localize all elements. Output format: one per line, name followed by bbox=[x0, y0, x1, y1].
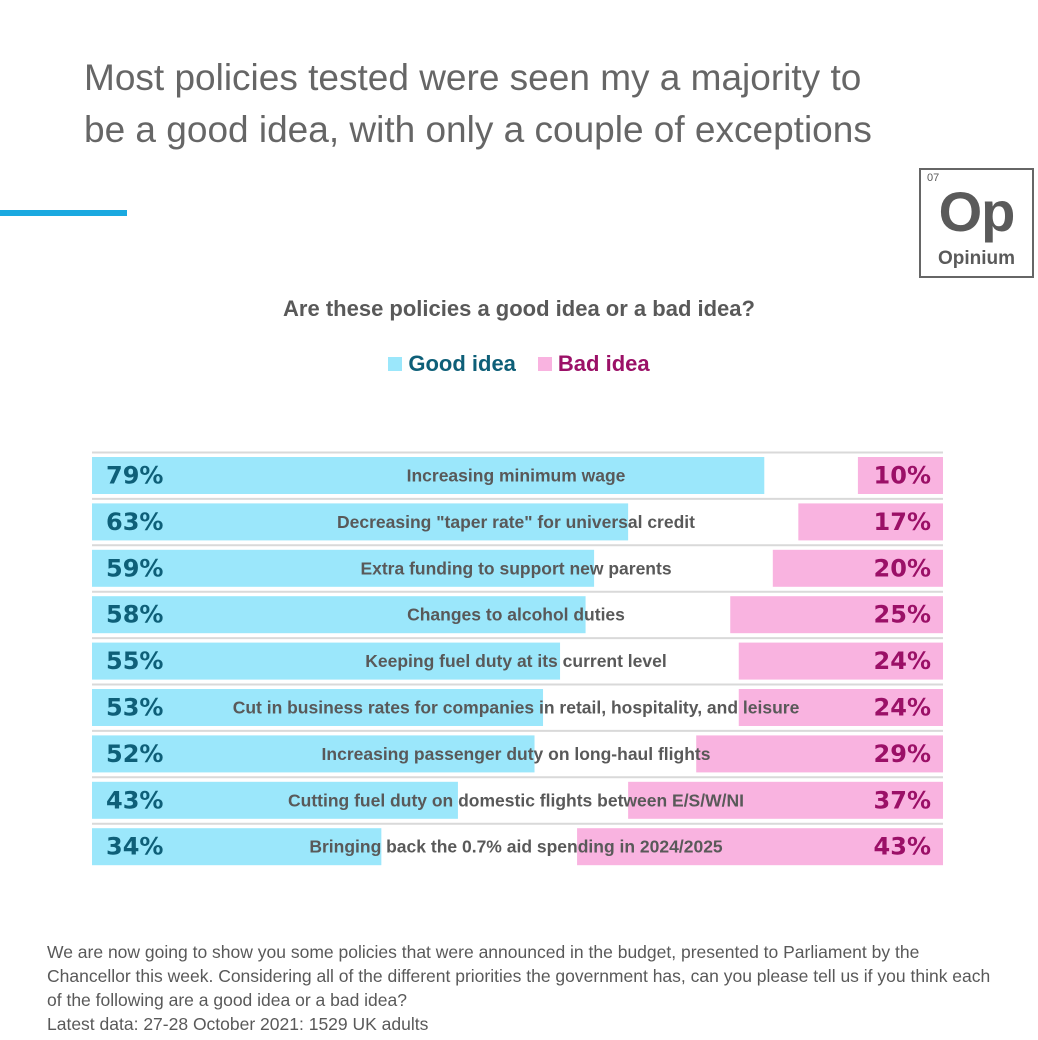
data-label-bad: 10% bbox=[874, 462, 931, 490]
category-label: Decreasing "taper rate" for universal cr… bbox=[337, 512, 695, 532]
data-label-bad: 25% bbox=[874, 601, 931, 629]
category-label: Cut in business rates for companies in r… bbox=[233, 698, 800, 718]
bar-bad bbox=[857, 457, 943, 494]
legend-swatch-good bbox=[388, 357, 403, 371]
data-label-bad: 24% bbox=[874, 647, 931, 675]
category-label: Bringing back the 0.7% aid spending in 2… bbox=[309, 837, 723, 857]
logo-number: 07 bbox=[927, 172, 940, 184]
data-label-bad: 37% bbox=[874, 786, 931, 814]
footnote-question: We are now going to show you some polici… bbox=[47, 942, 991, 1010]
data-label-bad: 24% bbox=[874, 694, 931, 722]
opinium-logo: 07 Op Opinium bbox=[919, 168, 1034, 278]
data-label-bad: 17% bbox=[874, 508, 931, 536]
bar-good bbox=[92, 735, 535, 773]
category-label: Increasing passenger duty on long-haul f… bbox=[322, 744, 711, 764]
category-label: Extra funding to support new parents bbox=[360, 558, 671, 578]
legend-item-good: Good idea bbox=[388, 351, 516, 377]
bar-bad bbox=[738, 642, 943, 680]
data-label-bad: 43% bbox=[874, 833, 931, 861]
data-label-good: 52% bbox=[106, 740, 163, 768]
bar-good bbox=[92, 781, 458, 819]
bar-good bbox=[92, 828, 382, 866]
chart-title: Are these policies a good idea or a bad … bbox=[283, 296, 755, 321]
footnote: We are now going to show you some polici… bbox=[47, 940, 1007, 1036]
headline: Most policies tested were seen my a majo… bbox=[84, 57, 872, 150]
bar-bad bbox=[738, 689, 943, 726]
bar-good bbox=[92, 596, 586, 634]
legend-label-good: Good idea bbox=[408, 351, 516, 376]
data-label-good: 53% bbox=[106, 694, 163, 722]
data-label-good: 55% bbox=[106, 647, 163, 675]
category-label: Keeping fuel duty at its current level bbox=[365, 651, 666, 671]
legend-swatch-bad bbox=[537, 357, 552, 371]
data-label-good: 79% bbox=[106, 462, 163, 490]
data-label-good: 63% bbox=[106, 508, 163, 536]
footnote-source: Latest data: 27-28 October 2021: 1529 UK… bbox=[47, 1014, 429, 1034]
category-label: Cutting fuel duty on domestic flights be… bbox=[288, 790, 744, 810]
chart-legend: Good idea Bad idea bbox=[0, 351, 1038, 377]
data-label-good: 34% bbox=[106, 833, 163, 861]
data-label-good: 58% bbox=[106, 601, 163, 629]
logo-symbol: Op bbox=[938, 180, 1016, 243]
legend-label-bad: Bad idea bbox=[557, 351, 650, 376]
bar-good bbox=[92, 642, 561, 680]
accent-line bbox=[0, 210, 127, 216]
bar-good bbox=[92, 689, 544, 726]
category-label: Changes to alcohol duties bbox=[407, 605, 625, 625]
data-label-good: 59% bbox=[106, 554, 163, 582]
logo-name: Opinium bbox=[937, 248, 1016, 269]
category-label: Increasing minimum wage bbox=[407, 466, 626, 486]
bar-bad bbox=[772, 549, 943, 587]
bar-bad bbox=[798, 503, 943, 541]
bar-bad bbox=[577, 828, 943, 866]
data-label-bad: 20% bbox=[874, 554, 931, 582]
data-label-good: 43% bbox=[106, 786, 163, 814]
bar-bad bbox=[730, 596, 943, 634]
bar-good bbox=[92, 503, 629, 541]
bar-good bbox=[92, 549, 595, 587]
bar-good bbox=[92, 457, 765, 494]
bar-bad bbox=[696, 735, 943, 773]
legend-item-bad: Bad idea bbox=[537, 351, 650, 377]
data-label-bad: 29% bbox=[874, 740, 931, 768]
bar-bad bbox=[628, 781, 943, 819]
